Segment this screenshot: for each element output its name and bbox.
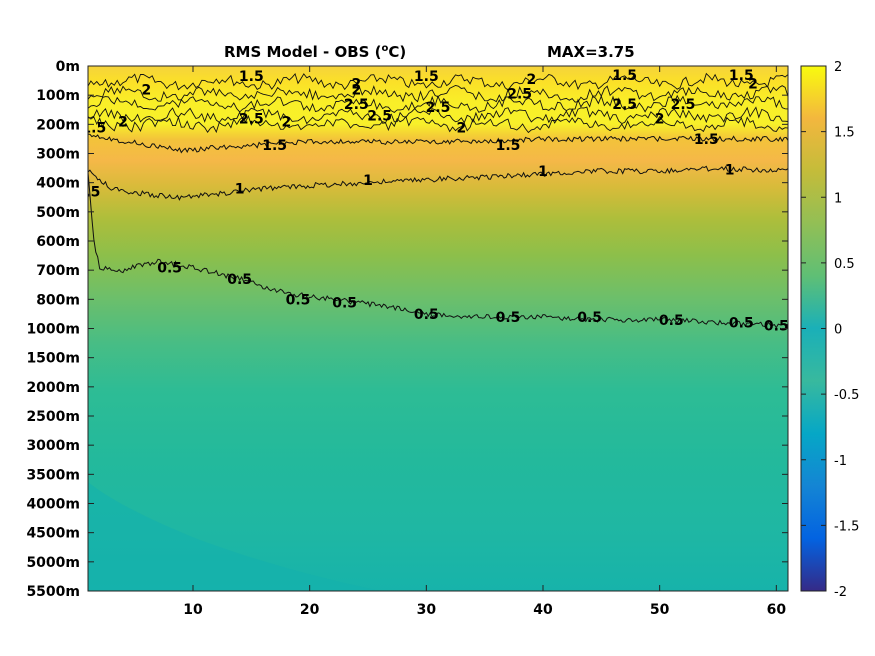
- contour-label: 1: [538, 164, 548, 180]
- contour-label: 1.5: [729, 68, 754, 84]
- colorbar-tick-label: -0.5: [834, 388, 859, 403]
- contour-line-upper: [88, 94, 788, 113]
- y-tick-label: 5500m: [26, 584, 80, 600]
- y-axis: 0m 100m 200m 300m 400m 500m 600m 700m 800m 1000m 1…: [26, 59, 788, 600]
- contour-label: 2.5: [344, 97, 369, 113]
- contour-label: 2.5: [671, 97, 696, 113]
- colorbar-tick-label: -1: [834, 454, 847, 469]
- contour-label: 1.5: [262, 138, 287, 154]
- x-tick-label: 30: [417, 602, 437, 618]
- y-tick-label: 1500m: [26, 351, 80, 367]
- contour-label: 2: [351, 82, 361, 98]
- contour-label: 0.5: [227, 272, 252, 288]
- y-tick-label: 1000m: [26, 322, 80, 338]
- contour-label: 1.5: [81, 120, 106, 136]
- colorbar-tick-label: 0.5: [834, 257, 855, 272]
- y-tick-label: 3000m: [26, 438, 80, 454]
- contour-label: 2: [456, 120, 466, 136]
- x-tick-label: 40: [533, 602, 553, 618]
- y-tick-label: 600m: [36, 234, 80, 250]
- contour-label: 0.5: [659, 313, 684, 329]
- contour-label: 2.5: [507, 87, 532, 103]
- colorbar-ticks: 2 1.5 1 0.5 0 -0.5 -1 -1.5 -2: [801, 60, 859, 600]
- colorbar-tick-label: 1.5: [834, 126, 855, 141]
- plot-area: 1.52 221.5 2 1.5 1.522.52.5 2.52.5 222.52.52.5…: [76, 66, 789, 591]
- contour-label: 0.5: [76, 184, 101, 200]
- y-tick-label: 0m: [56, 59, 80, 75]
- contour-label: 0.5: [496, 310, 521, 326]
- max-label: MAX=3.75: [547, 43, 635, 61]
- y-tick-label: 100m: [36, 88, 80, 104]
- contour-label: 0.5: [332, 295, 357, 311]
- contour-line-0-5: [88, 172, 788, 329]
- contour-label: 2: [118, 114, 128, 130]
- colorbar-tick-label: 1: [834, 191, 842, 206]
- y-tick-label: 500m: [36, 205, 80, 221]
- contour-label: 1: [725, 163, 735, 179]
- contour-label: 2: [351, 77, 361, 93]
- contour-label: 2: [655, 112, 665, 128]
- y-tick-label: 700m: [36, 263, 80, 279]
- x-tick-label: 10: [183, 602, 203, 618]
- y-tick-label: 3500m: [26, 467, 80, 483]
- contour-line-upper: [88, 106, 788, 125]
- colorbar-tick-label: -1.5: [834, 519, 859, 534]
- contour-label: 1.5: [496, 138, 521, 154]
- y-tick-label: 2000m: [26, 380, 80, 396]
- contour-label: 0.5: [157, 260, 182, 276]
- contour-label: 2.5: [239, 112, 264, 128]
- contour-label: 2: [281, 114, 291, 130]
- contour-label: 2.5: [426, 100, 451, 116]
- contour-label: 1.5: [414, 69, 439, 85]
- chart-title: RMS Model - OBS (oC): [224, 43, 406, 61]
- contour-label: 0.5: [286, 292, 311, 308]
- contour-line-upper: [88, 72, 788, 91]
- contour-label: 0.5: [577, 310, 602, 326]
- colorbar-tick-label: 0: [834, 323, 842, 338]
- heatmap-field: [88, 66, 788, 591]
- contour-label: 1.5: [694, 132, 719, 148]
- contour-label: 1.5: [239, 69, 264, 85]
- contour-label: 0.5: [764, 319, 789, 335]
- y-tick-label: 800m: [36, 292, 80, 308]
- y-tick-label: 4000m: [26, 497, 80, 513]
- y-tick-label: 300m: [36, 147, 80, 163]
- contour-label: 2: [748, 77, 758, 93]
- contour-label: 2.5: [367, 109, 392, 125]
- x-tick-label: 50: [650, 602, 670, 618]
- contour-label: 2: [526, 72, 536, 88]
- y-tick-label: 5000m: [26, 555, 80, 571]
- contour-label: 1.5: [612, 68, 637, 84]
- x-axis: 10 20 30 40 50 60: [183, 66, 786, 618]
- y-tick-label: 2500m: [26, 409, 80, 425]
- contour-label: 0.5: [729, 316, 754, 332]
- contour-line-1-5: [88, 133, 788, 154]
- contour-label: 0.5: [414, 307, 439, 323]
- contour-label: 2.5: [612, 97, 637, 113]
- x-tick-label: 20: [300, 602, 320, 618]
- contour-line-upper: [88, 115, 788, 134]
- y-tick-label: 4500m: [26, 526, 80, 542]
- contour-lines: [88, 72, 788, 329]
- contour-line-1: [88, 165, 788, 201]
- colorbar-tick-label: 2: [834, 60, 842, 75]
- contour-label: 2: [141, 82, 151, 98]
- y-tick-label: 200m: [36, 117, 80, 133]
- y-tick-label: 400m: [36, 176, 80, 192]
- contour-label: 1: [235, 182, 245, 198]
- colorbar-tick-label: -2: [834, 585, 847, 600]
- contour-label: 1: [363, 173, 373, 189]
- contour-labels: 1.52 221.5 2 1.5 1.522.52.5 2.52.5 222.52.52.5…: [76, 68, 789, 335]
- deep-bottom-patch: [88, 482, 380, 591]
- x-tick-label: 60: [767, 602, 787, 618]
